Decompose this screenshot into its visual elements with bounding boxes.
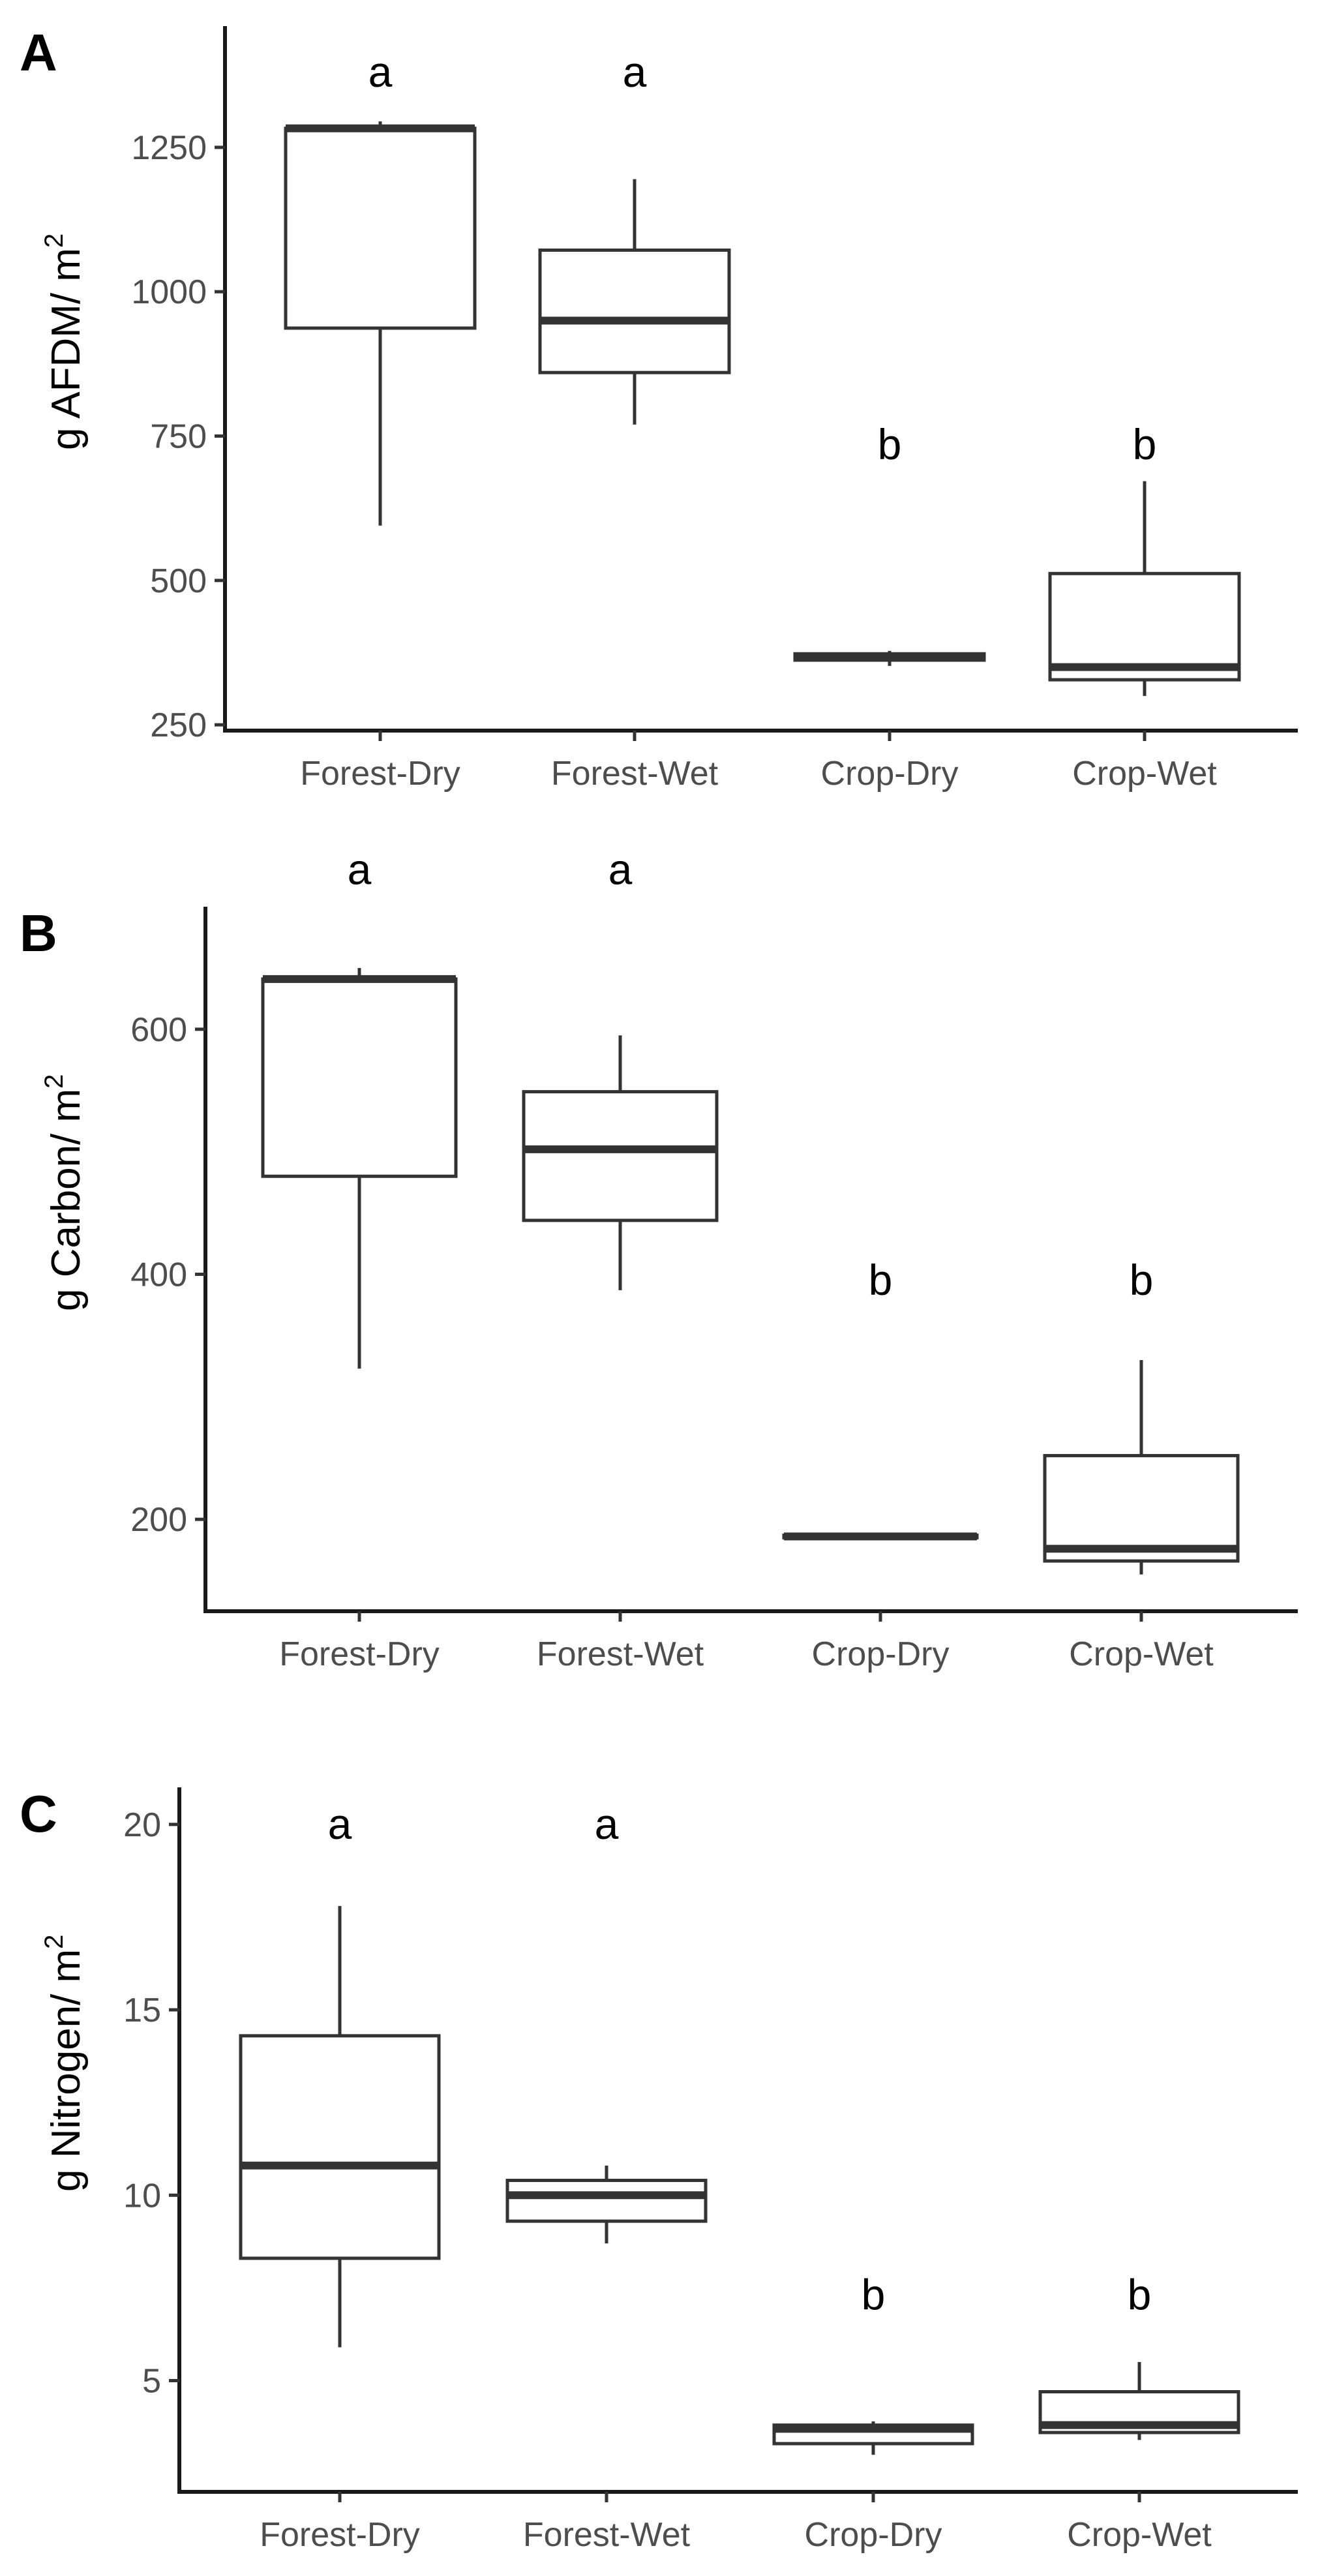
x-tick-label: Forest-Dry	[300, 755, 460, 793]
x-tick-label: Crop-Dry	[812, 1635, 950, 1673]
box-iqr	[284, 127, 477, 330]
x-tick-label: Crop-Dry	[821, 755, 959, 793]
y-tick-label: 1000	[131, 273, 207, 311]
plot-area-c: 5 10 15 20 a a b b	[123, 1787, 1298, 2502]
panel-label-c: C	[20, 1785, 57, 1843]
significance-letter: a	[348, 845, 372, 894]
y-tick-label: 1250	[131, 129, 207, 167]
x-tick-label: Forest-Wet	[537, 1635, 704, 1673]
x-tick-label: Forest-Dry	[279, 1635, 440, 1673]
y-tick-label: 20	[123, 1806, 161, 1844]
plot-area-a: 250 500 750 1000 1250 a a b b	[131, 26, 1298, 744]
y-tick-label: 400	[130, 1256, 187, 1294]
significance-letter: b	[869, 1256, 893, 1304]
significance-letter: a	[623, 48, 647, 96]
x-tick-label: Forest-Wet	[551, 755, 719, 793]
y-axis-title-c: g Nitrogen/ m2	[40, 1935, 89, 2192]
plot-area-b: 200 400 600 a a b b	[130, 845, 1298, 1622]
panel-label-a: A	[20, 23, 57, 82]
box-iqr	[261, 977, 458, 1178]
box-iqr	[239, 2034, 441, 2260]
significance-letter: a	[595, 1800, 619, 1848]
significance-letter: b	[862, 2271, 886, 2319]
box-iqr	[538, 248, 731, 374]
x-tick-label: Crop-Wet	[1072, 755, 1217, 793]
y-tick-label: 15	[123, 1992, 161, 2029]
significance-letter: a	[328, 1800, 352, 1848]
box-iqr	[522, 1090, 719, 1222]
box-iqr	[505, 2179, 708, 2223]
panel-label-b: B	[20, 904, 57, 962]
x-tick-label: Crop-Dry	[805, 2516, 942, 2554]
box-iqr	[1048, 571, 1241, 682]
significance-letter: b	[878, 420, 902, 468]
box-iqr	[1043, 1453, 1240, 1563]
y-tick-label: 500	[150, 562, 207, 600]
y-axis-title-a: g AFDM/ m2	[40, 234, 89, 450]
y-tick-label: 250	[150, 706, 207, 744]
x-tick-label: Crop-Wet	[1069, 1635, 1214, 1673]
y-tick-label: 5	[142, 2362, 161, 2400]
panel-a: A g AFDM/ m2 250 500 750 1000 1250 a a b b Fores…	[20, 23, 1298, 793]
significance-letter: a	[608, 845, 633, 894]
y-axis-title-b: g Carbon/ m2	[40, 1074, 89, 1311]
y-tick-label: 600	[130, 1011, 187, 1049]
y-tick-label: 10	[123, 2177, 161, 2215]
x-tick-label: Forest-Wet	[523, 2516, 691, 2554]
y-tick-label: 200	[130, 1501, 187, 1539]
significance-letter: b	[1128, 2271, 1152, 2319]
x-tick-label: Forest-Dry	[260, 2516, 420, 2554]
significance-letter: b	[1133, 420, 1157, 468]
significance-letter: a	[368, 48, 393, 96]
significance-letter: b	[1130, 1256, 1154, 1304]
y-tick-label: 750	[150, 418, 207, 456]
x-tick-label: Crop-Wet	[1067, 2516, 1212, 2554]
